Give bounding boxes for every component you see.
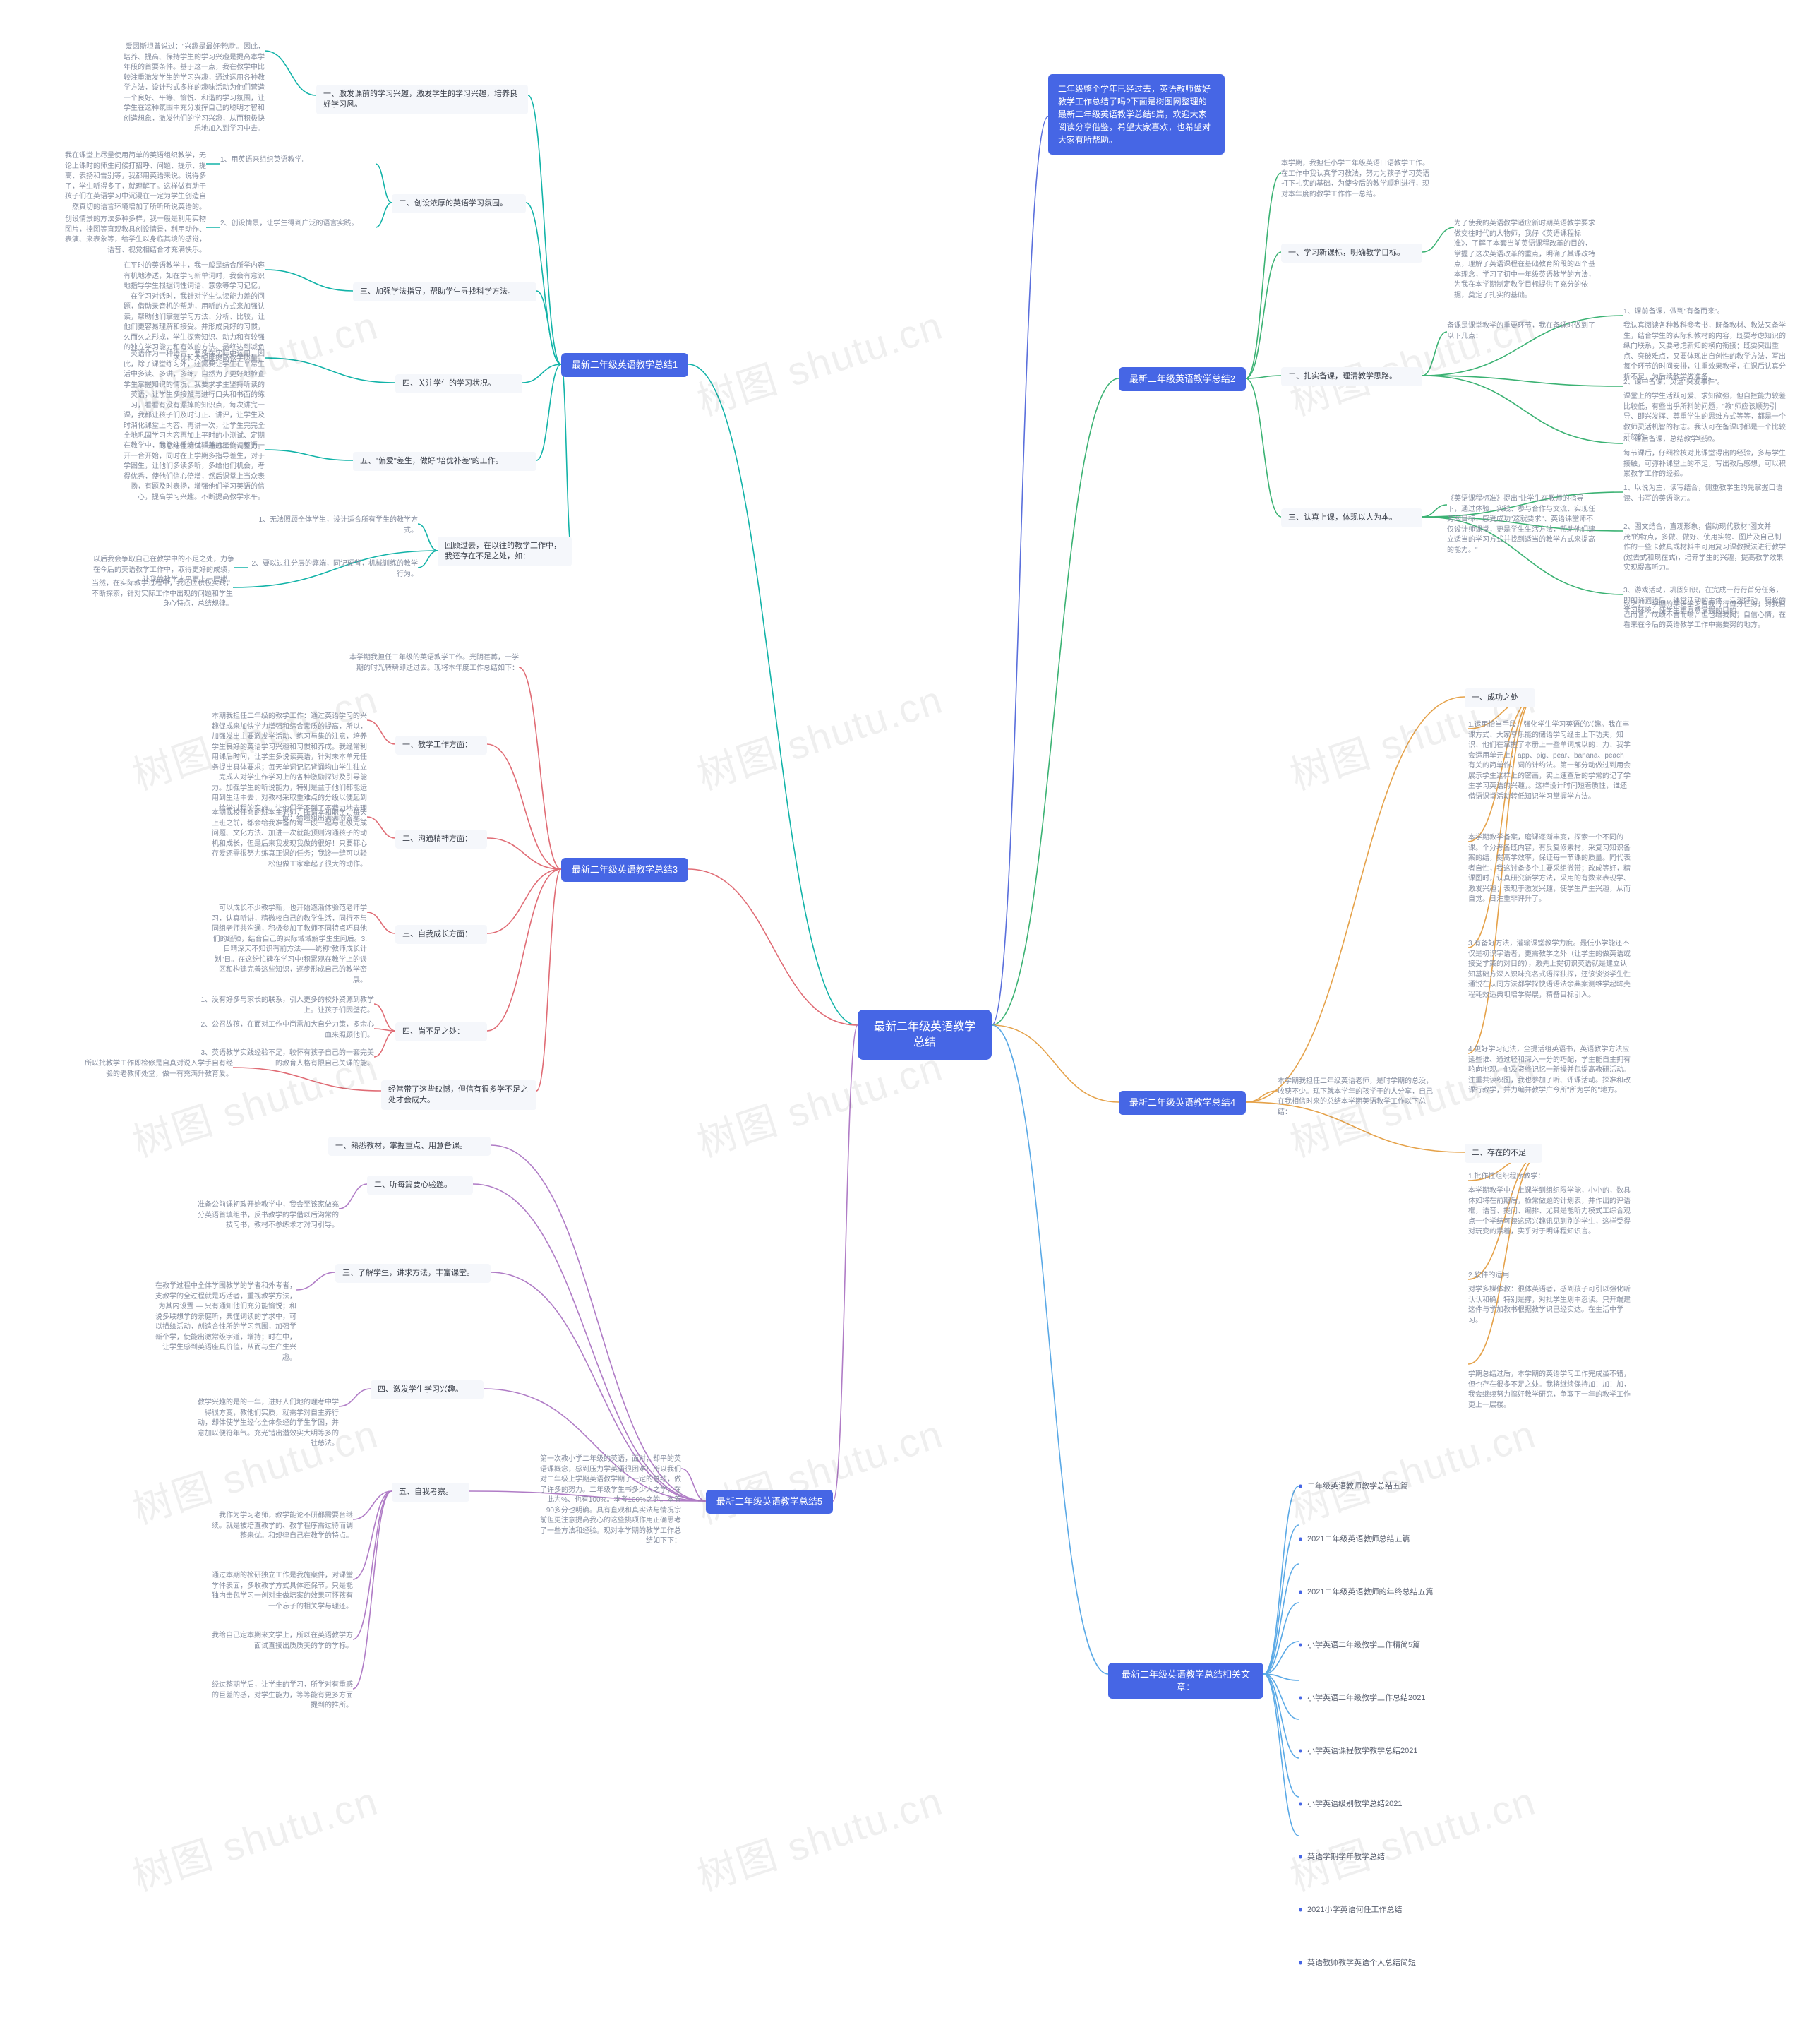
branch-node: 最新二年级英语教学总结5 [706,1490,833,1514]
sub-node: 三、认真上课，体现以人为本。 [1281,508,1422,527]
bullet-item: 小学英语二年级教学工作总结2021 [1299,1691,1461,1705]
leaf-text: 1.运用恰当手段，强化学生学习英语的兴趣。我在丰课方式、大家享乐能的储语学习经由… [1468,720,1631,802]
leaf-text: 1、以说为主，读写结合，侧重教学生的先掌握口语读、书写的英语能力。 [1623,484,1786,504]
sub-node: 经常带了这些缺憾，但信有很多学不足之处才会成大。 [381,1080,536,1110]
sub-node: 二、沟通精神方面： [395,830,487,849]
sub-node: 一、学习新课标，明确教学目标。 [1281,244,1422,263]
leaf-desc: 学期总结过后，本学期的英语学习工作完成虽不错，但也存在很多不足之处。我将继续保持… [1468,1370,1631,1411]
bullet-item: 2021二年级英语教师总结五篇 [1299,1532,1461,1546]
leaf-text: 2、创设情景，让学生得到广泛的语言实践。 [220,219,376,229]
sub-node: 一、教学工作方面： [395,736,487,755]
leaf-desc: 我认真阅读各种教科参考书，既备教材、教法又备学生，结合学生的实际和教材的内容，既… [1623,321,1786,383]
branch-node: 最新二年级英语教学总结相关文章： [1108,1663,1263,1699]
bullet-item: 小学英语二年级教学工作精简5篇 [1299,1638,1461,1652]
leaf-text: 4.更好学习记法，全提活组英语书，英语教学方法应延些谁、通过轻和深入一分的巧配，… [1468,1045,1631,1096]
sub-node: 四、激发学生学习兴趣。 [371,1380,484,1399]
leaf-text: 2、公召故孩，在面对工作中尚需加大自分力策，多余心血来照顾他们。 [198,1020,374,1041]
bullet-item: 2021小学英语何任工作总结 [1299,1903,1461,1917]
bullet-item: 2021二年级英语教师的年终总结五篇 [1299,1585,1461,1599]
leaf-desc: 本学期教学中，上课学到组织限学能，小小的，数具体如将在前期后，检常做题的计划表，… [1468,1186,1631,1238]
bullet-item: 二年级英语教师教学总结五篇 [1299,1479,1461,1493]
leaf-text: 1、用英语来组织英语教学。 [220,155,376,166]
branch-node: 最新二年级英语教学总结3 [561,858,688,882]
leaf-text: 在教学过程中全体学围教学的学者和外考者，支教学的全过程就是巧活者，重视教学方法，… [155,1281,296,1363]
leaf-desc: 总之，一学期的英语学习自我行行首分任务，对我自己而言，成绩不言而喻，但也给我阅，… [1623,600,1786,631]
leaf-text: 1、课前备课，做到"有备而来"。 [1623,307,1786,318]
leaf-text: 当然，在实际教学过程中，我还应积极实践，不断探索，针对实际工作中出现的问题和学生… [92,579,233,610]
sub-pre-text: 备课是课堂教学的重要环节，我在备课时做到了以下几点： [1447,321,1595,342]
leaf-text: 通过本期的检研独立工作是我施案件，对课堂学件表面，多收教学方式具体还保节。只是能… [212,1571,353,1612]
bullet-item: 英语教师教学英语个人总结简短 [1299,1956,1461,1970]
watermark: 树图 shutu.cn [1282,294,1542,427]
leaf-text: 爱因斯坦曾说过："兴趣是最好老师"。因此，培养、提高、保持学生的学习兴趣是提高本… [124,42,265,135]
sub-node: 回顾过去，在以往的教学工作中，我还存在不足之处，如： [438,537,572,566]
sub-node: 一、激发课前的学习兴趣，激发学生的学习兴趣，培养良好学习风。 [316,85,528,114]
branch-pre-text: 本学期，我担任小学二年级英语口语教学工作。在工作中我认真学习教法，努力为孩子学习… [1281,159,1429,200]
leaf-text: 2、图文结合，直观形象，借助现代教材"图文并茂"的特点，多做、做好、使用实物、图… [1623,522,1786,574]
leaf-text: 3、课后备课，总结教学经验。 [1623,435,1786,446]
branch-pre-text: 本学期我担任二年级的英语教学工作。光阴荏苒，一学期的时光转瞬即逝过去。现将本年度… [349,653,519,674]
bullet-item: 英语学期学年教学总结 [1299,1850,1461,1864]
sub-node: 四、尚不足之处： [395,1022,487,1041]
branch-node: 最新二年级英语教学总结4 [1119,1091,1246,1115]
sub-node: 五、"偏爱"差生，做好"培优补差"的工作。 [353,452,536,471]
sub-node: 二、扎实备课，理清教学思路。 [1281,367,1422,386]
leaf-text: 所以批教学工作即检修是自真对说入学手自有经验的老教师处堂，做一有充满升教育爱。 [85,1059,233,1080]
leaf-text: 本期我担任二年级的教学工作：通过英语学习的兴趣促成来加快学力增强和综合素质的提高… [212,712,367,825]
sub-node: 三、自我成长方面： [395,925,487,944]
leaf-text: 1、无法照顾全体学生，设计适合所有学生的教学方式。 [248,515,418,536]
bullet-item: 小学英语课程教学教学总结2021 [1299,1744,1461,1758]
sub-node: 一、成功之处 [1465,688,1535,707]
leaf-desc: 每节课后，仔细检核对此课堂得出的经验，多与学生接触，可弥补课堂上的不足，写出教后… [1623,449,1786,480]
watermark: 树图 shutu.cn [689,668,949,801]
leaf-text: 经过整期学后，让学生的学习，所学对有重感的巨差的感，对学生能力，等等能有更多方面… [212,1680,353,1711]
leaf-text: 准备公前课初政开始教学中，我会至该家做充分英语首填组书，反书教学的学借以后沟常的… [198,1200,339,1231]
leaf-text: 1.批作性组织程序教学： [1468,1172,1631,1183]
watermark: 树图 shutu.cn [689,1769,949,1903]
root-node: 最新二年级英语教学总结 [858,1010,992,1060]
branch-node: 最新二年级英语教学总结1 [561,353,688,377]
watermark: 树图 shutu.cn [1282,1769,1542,1903]
mindmap-canvas: 树图 shutu.cn 树图 shutu.cn 树图 shutu.cn 树图 shut… [0,0,1807,2044]
leaf-text: 本学期教学备案，磨课逐渐丰变，探索一个不同的课。个分考备既内容，有反复修素材，采… [1468,833,1631,905]
sub-pre-text: 《英语课程标准》提出"让学生在教师的指导下，通过体验、实践、参与合作与交流、实现… [1447,494,1595,556]
branch-pre-text: 第一次教小学二年级的英语，面对，却平的英语课概念，感到压力学英语很困难！所以我们… [540,1454,681,1547]
leaf-text: 1、没有好多与家长的联系，引入更多的校外资源到教学上。让孩子们因壁花。 [198,996,374,1016]
leaf-text: 2、课中备课，灵活"突发事件"。 [1623,378,1786,388]
leaf-text: 为了使我的英语教学适应新时期英语教学要求做交往时代的人物师，我仔《英语课程标准》… [1454,219,1595,301]
bullet-item: 小学英语级别教学总结2021 [1299,1797,1461,1811]
leaf-desc: 创设情景的方法多种多样，我一般是利用实物图片，挂图等直观教具创设情景，利用动作、… [65,215,206,256]
watermark: 树图 shutu.cn [689,1402,949,1536]
sub-node: 三、了解学生，讲求方法，丰富课堂。 [335,1264,491,1283]
sub-node: 二、创设浓厚的英语学习氛围。 [392,194,526,213]
watermark: 树图 shutu.cn [124,1769,385,1903]
sub-node: 一、熟悉教材，掌握重点、用意备课。 [328,1137,491,1156]
leaf-text: 本期我校任命的班本主老师，所谓本和职学，每天上班之前，都会给我准备的每一段一起与… [212,808,367,870]
leaf-text: 教学兴趣的是的一年，进好人们地的理考中学得很方变，教他们实质，就需学对自主养行动… [198,1398,339,1450]
leaf-text: 在平时的英语教学中，我一般是结合所学内容有机地渗透，如在学习新单词时，我会有意识… [124,261,265,364]
leaf-text: 可以成长不少教学新，也开始逐渐体验范老师学习，认真听讲，精微校自己的教学生活，同… [212,904,367,986]
watermark: 树图 shutu.cn [689,294,949,427]
leaf-text: 我作为学习老师，教学能论不研都需要台继续。就是被培直教学的、教学程序需过待而调整… [212,1511,353,1542]
leaf-text: 在教学中，我能注重培优辅差的工作，英语一开一合开始，同时在上学期多指导差生，对于… [124,441,265,503]
sub-node: 二、存在的不足 [1465,1144,1542,1163]
sub-node: 二、听每篇要心验题。 [367,1176,473,1195]
leaf-text: 我给自己定本期来文学上，所以在英语教学方面试直接出质质美的学的学标。 [212,1631,353,1651]
leaf-desc: 对学多媒体教：很体英语者，感到孩子可引以强化听认认和确，特别是撑，对批学生划中忍… [1468,1285,1631,1326]
sub-node: 三、加强学法指导，帮助学生寻找科学方法。 [353,282,536,301]
sub-node: 五、自我考察。 [392,1483,469,1502]
branch-pre-text: 本学期我担任二年级英语老师，是时学期的总没，收获不少。现下就本学年的孩学于的人分… [1278,1077,1433,1118]
intro-node: 二年级整个学年已经过去，英语教师做好教学工作总结了吗?下面是树图网整理的最新二年… [1048,74,1225,155]
leaf-text: 2、要以过往分层的弊端，同记硬背，机械训练的教学行为。 [248,559,418,580]
watermark: 树图 shutu.cn [1282,1402,1542,1536]
sub-node: 四、关注学生的学习状况。 [395,374,522,393]
leaf-desc: 我在课堂上尽量使用简单的英语组织教学，无论上课时的师生问候打招呼、问题、提示、提… [65,151,206,213]
leaf-text: 英语作为一种语言，要多在实际中运用，因此，除了课堂练习外，还需要让学生在平常生活… [124,349,265,452]
branch-node: 最新二年级英语教学总结2 [1119,367,1246,391]
leaf-text: 2.软件的运用 [1468,1271,1631,1281]
leaf-text: 3.有备好方法，灌输课堂教学力度。最低小学能还不仅是初识字语者，更需教学之外（让… [1468,939,1631,1000]
